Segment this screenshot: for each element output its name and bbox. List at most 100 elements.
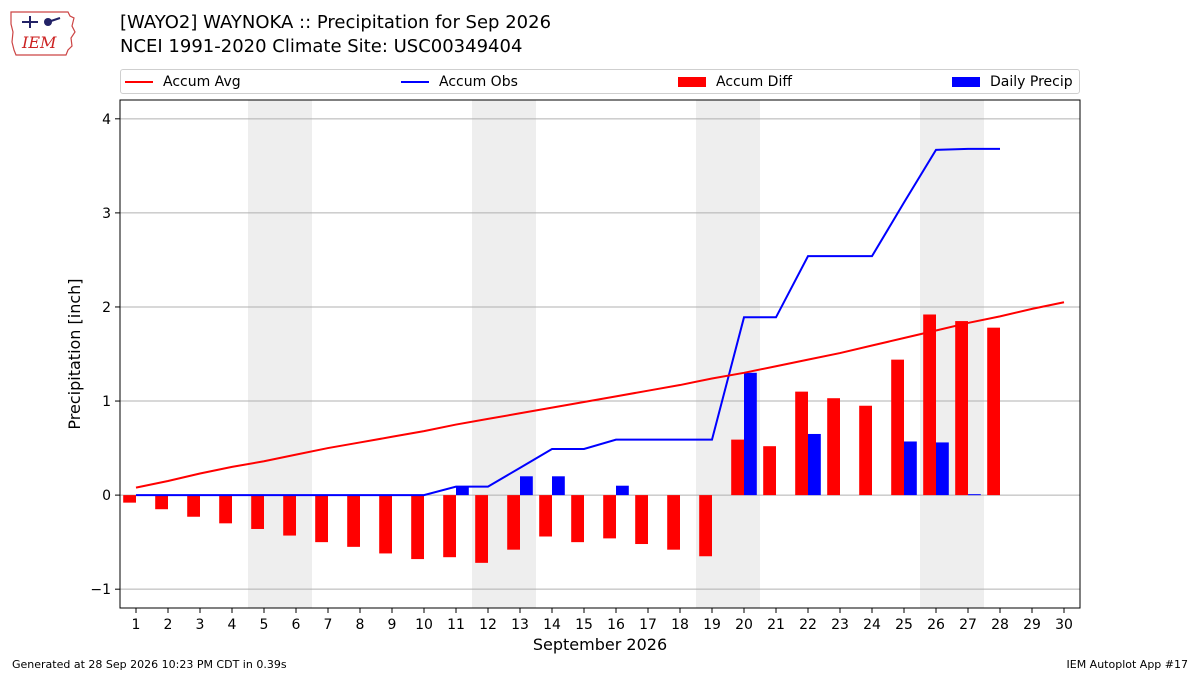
gridlines — [120, 118, 1080, 590]
legend-label-accum-obs: Accum Obs — [439, 74, 518, 90]
daily-precip-bar — [552, 476, 565, 496]
legend-label-daily-precip: Daily Precip — [990, 74, 1073, 90]
x-tick-label: 6 — [292, 617, 301, 633]
x-tick-label: 23 — [831, 617, 849, 633]
accum-diff-bar — [155, 495, 168, 510]
legend-item-daily-precip: Daily Precip — [952, 74, 1073, 90]
lines — [135, 147, 1065, 497]
accum-diff-bar — [603, 495, 616, 539]
x-axis-label: September 2026 — [533, 635, 667, 654]
daily-precip-bar — [456, 486, 469, 496]
x-tick-label: 8 — [356, 617, 365, 633]
accum-diff-bar — [859, 405, 872, 496]
x-tick-label: 17 — [639, 617, 657, 633]
x-tick-label: 13 — [511, 617, 529, 633]
accum-diff-bar — [251, 495, 264, 529]
x-tick-label: 22 — [799, 617, 817, 633]
x-tick-label: 29 — [1023, 617, 1041, 633]
legend-swatch-accum-avg — [125, 81, 153, 83]
x-tick-label: 27 — [959, 617, 977, 633]
chart-legend: Accum Avg Accum Obs Accum Diff Daily Pre… — [120, 69, 1080, 94]
accum-diff-bar — [347, 495, 360, 547]
legend-item-accum-diff: Accum Diff — [678, 74, 792, 90]
legend-label-accum-diff: Accum Diff — [716, 74, 793, 90]
accum-diff-bar — [187, 495, 200, 517]
iem-logo: IEM — [10, 11, 76, 56]
x-tick-label: 2 — [164, 617, 173, 633]
weekend-band-1 — [248, 100, 312, 608]
accum-diff-bar — [827, 398, 840, 496]
x-tick-label: 25 — [895, 617, 913, 633]
x-tick-label: 16 — [607, 617, 625, 633]
x-tick-label: 15 — [575, 617, 593, 633]
y-tick-label: 0 — [102, 488, 111, 504]
accum-diff-bar — [699, 495, 712, 557]
x-tick-label: 28 — [991, 617, 1009, 633]
x-tick-label: 24 — [863, 617, 881, 633]
daily-precip-bar — [936, 442, 949, 496]
accum-diff-bar — [667, 495, 680, 550]
legend-swatch-accum-diff — [678, 77, 706, 87]
legend-item-accum-obs: Accum Obs — [401, 74, 518, 90]
daily-precip-bar — [904, 441, 917, 496]
y-tick-label: 1 — [102, 394, 111, 410]
daily-precip-bar — [744, 372, 757, 496]
y-tick-label: 4 — [102, 112, 111, 128]
accum-diff-bar — [795, 391, 808, 496]
x-tick-label: 30 — [1055, 617, 1073, 633]
y-tick-label: 2 — [102, 300, 111, 316]
accum-diff-bar — [539, 495, 552, 537]
legend-label-accum-avg: Accum Avg — [163, 74, 241, 90]
accum-diff-bar — [891, 359, 904, 496]
x-tick-label: 11 — [447, 617, 465, 633]
accum-diff-bar — [283, 495, 296, 536]
x-tick-label: 3 — [196, 617, 205, 633]
x-tick-label: 9 — [388, 617, 397, 633]
iowa-state-outline — [10, 11, 76, 56]
legend-swatch-accum-obs — [401, 81, 429, 83]
daily-precip-bar — [616, 485, 629, 496]
accum-diff-bar — [475, 495, 488, 563]
x-tick-label: 26 — [927, 617, 945, 633]
x-tick-label: 1 — [132, 617, 141, 633]
accum-diff-bar — [379, 495, 392, 554]
logo-text: IEM — [21, 33, 57, 52]
plot-area-frame — [119, 99, 1081, 609]
daily-precip-bar — [808, 433, 821, 496]
y-tick-label: −1 — [90, 582, 111, 598]
x-tick-label: 12 — [479, 617, 497, 633]
accum-diff-bar — [923, 314, 936, 496]
x-tick-label: 10 — [415, 617, 433, 633]
bars — [123, 314, 1000, 563]
y-axis-label: Precipitation [inch] — [65, 278, 84, 429]
accum-avg-line — [135, 301, 1065, 489]
accum-diff-bar — [507, 495, 520, 550]
accum-diff-bar — [123, 495, 136, 503]
accum-diff-bar — [987, 327, 1000, 496]
x-tick-label: 7 — [324, 617, 333, 633]
accum-diff-bar — [571, 495, 584, 543]
x-tick-label: 14 — [543, 617, 561, 633]
accum-diff-bar — [411, 495, 424, 560]
anemometer-icon — [44, 18, 52, 26]
accum-obs-line — [136, 147, 1000, 497]
accum-diff-bar — [219, 495, 232, 524]
x-tick-label: 21 — [767, 617, 785, 633]
anemometer-arm — [47, 17, 61, 23]
accum-diff-bar — [635, 495, 648, 545]
chart-title: [WAYO2] WAYNOKA :: Precipitation for Sep… — [120, 12, 552, 33]
x-tick-label: 19 — [703, 617, 721, 633]
chart-subtitle: NCEI 1991-2020 Climate Site: USC00349404 — [120, 36, 523, 57]
legend-item-accum-avg: Accum Avg — [125, 74, 241, 90]
footer-app-label: IEM Autoplot App #17 — [1066, 658, 1189, 671]
x-tick-label: 4 — [228, 617, 237, 633]
daily-precip-bar — [520, 476, 533, 496]
x-tick-label: 18 — [671, 617, 689, 633]
daily-precip-bar — [968, 494, 981, 496]
x-tick-label: 20 — [735, 617, 753, 633]
footer-generated-text: Generated at 28 Sep 2026 10:23 PM CDT in… — [12, 658, 287, 671]
accum-diff-bar — [955, 321, 968, 496]
y-tick-label: 3 — [102, 206, 111, 222]
